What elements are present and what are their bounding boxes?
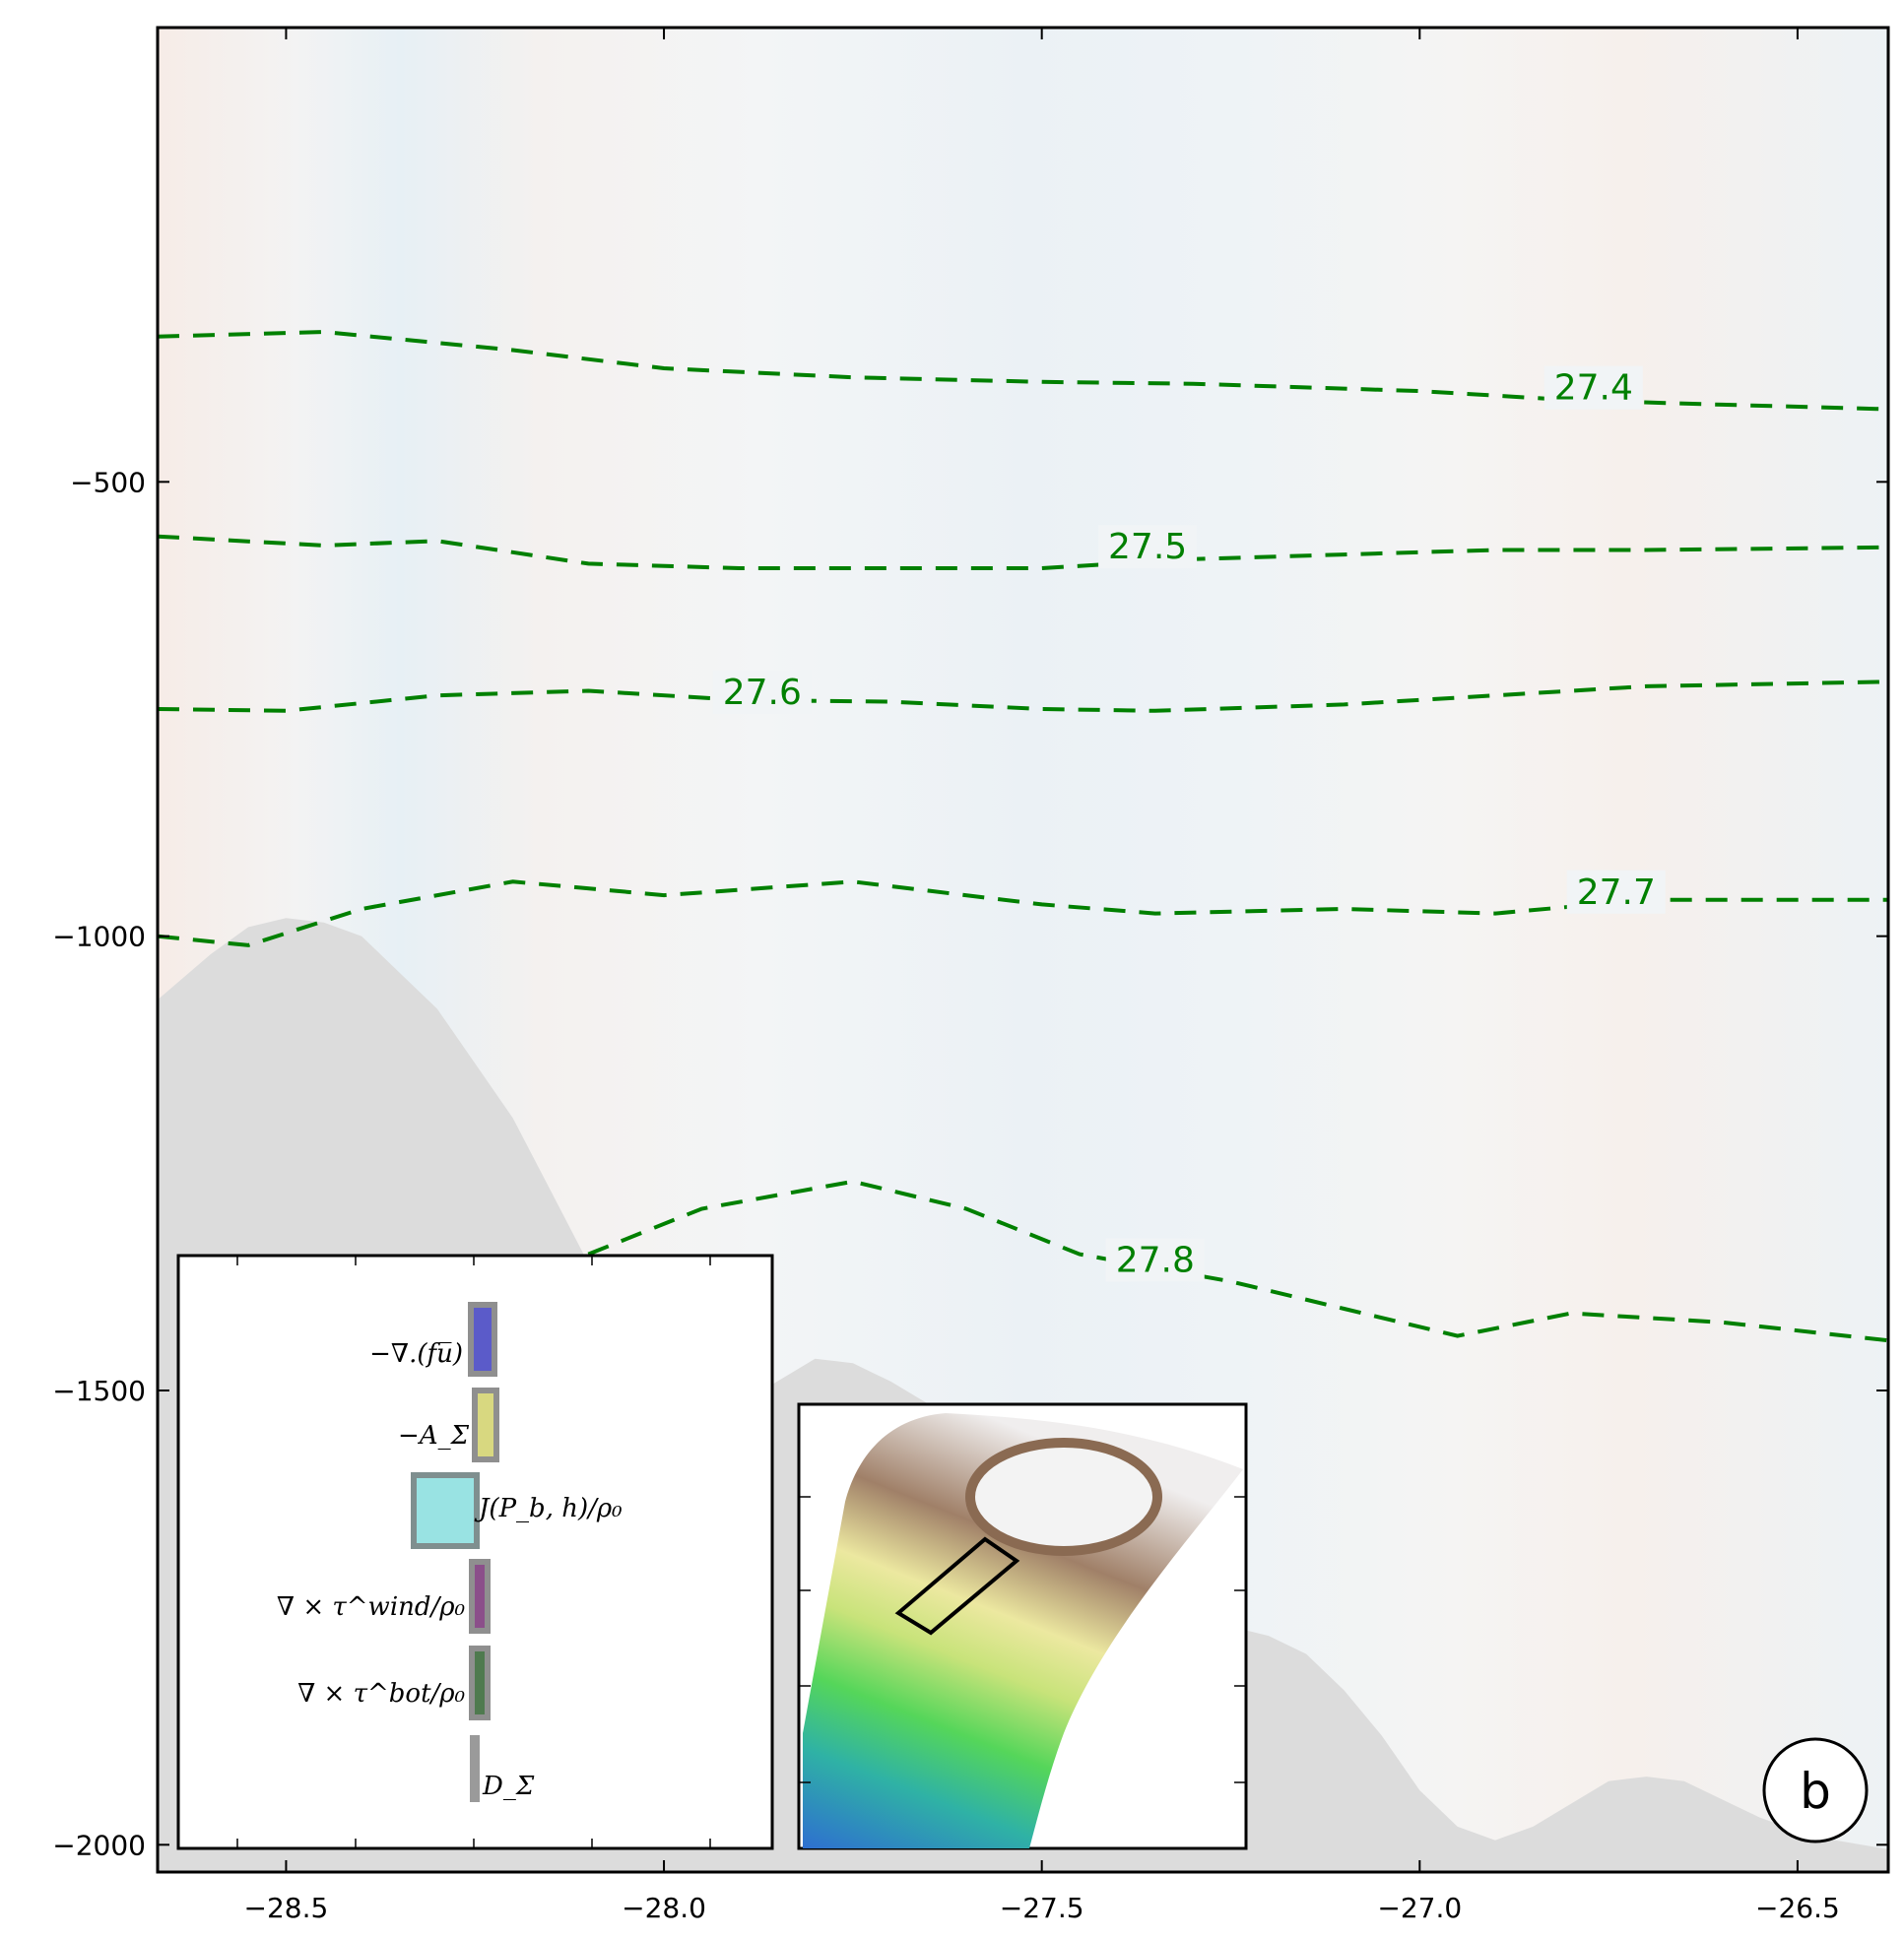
term-bar-dissipation [470, 1735, 480, 1802]
term-label-advection: −∇.(fu̅) [369, 1339, 463, 1369]
x-tick-label-4: −26.5 [1755, 1892, 1840, 1924]
contour-label-bg-3 [1566, 870, 1666, 914]
contour-label-bg-2 [712, 670, 812, 714]
contour-label-bg-1 [1098, 525, 1198, 569]
panel-label: b [1762, 1737, 1869, 1843]
isopycnal-contours: 27.4 27.5 27.6 27.7 27.8 [158, 330, 1888, 1343]
contour-line-2 [158, 679, 1888, 713]
y-tick-label-1: −1000 [52, 921, 146, 953]
term-label-jebar: J(P_b, h)/ρ₀ [474, 1494, 623, 1523]
svg-text:b: b [1800, 1763, 1831, 1820]
inset-budget-terms: −∇.(fu̅) −A_Σ J(P_b, h)/ρ₀ ∇ × τ^wind/ρ₀… [176, 1254, 774, 1850]
y-tick-label-2: −1500 [52, 1375, 146, 1407]
x-axis: −28.5 −28.0 −27.5 −27.0 −26.5 [244, 28, 1840, 1924]
y-axis: −500 −1000 −1500 −2000 [52, 466, 1888, 1861]
x-tick-label-2: −27.5 [1000, 1892, 1084, 1924]
inset-location-map [797, 1402, 1248, 1850]
contour-label-4: 27.8 [1116, 1240, 1195, 1280]
contour-line-4 [587, 1179, 1888, 1343]
term-bar-wind [469, 1559, 491, 1634]
contour-label-3: 27.7 [1577, 873, 1656, 913]
contour-label-bg-4 [1105, 1238, 1205, 1282]
map-section-box [894, 1536, 1020, 1636]
contour-label-bg-0 [1543, 365, 1643, 410]
term-label-dissipation: D_Σ [482, 1772, 535, 1801]
term-bar-bottom [469, 1646, 491, 1720]
contour-label-2: 27.6 [723, 673, 802, 713]
term-label-wind: ∇ × τ^wind/ρ₀ [277, 1592, 466, 1622]
map-seamount [965, 1438, 1162, 1556]
contour-line-1 [158, 534, 1888, 570]
x-tick-label-0: −28.5 [244, 1892, 329, 1924]
term-bar-sigma [472, 1388, 499, 1462]
term-label-bottom: ∇ × τ^bot/ρ₀ [297, 1679, 465, 1709]
term-bar-jebar [411, 1472, 480, 1549]
contour-label-1: 27.5 [1108, 527, 1187, 567]
contour-label-0: 27.4 [1554, 368, 1633, 409]
contour-line-3 [158, 879, 1888, 947]
term-bar-advection [468, 1302, 497, 1377]
y-tick-label-3: −2000 [52, 1829, 146, 1861]
term-label-sigma: −A_Σ [398, 1421, 470, 1451]
x-tick-label-3: −27.0 [1377, 1892, 1462, 1924]
x-tick-label-1: −28.0 [622, 1892, 706, 1924]
plot-frame [156, 26, 1890, 1874]
y-tick-label-0: −500 [70, 466, 146, 498]
